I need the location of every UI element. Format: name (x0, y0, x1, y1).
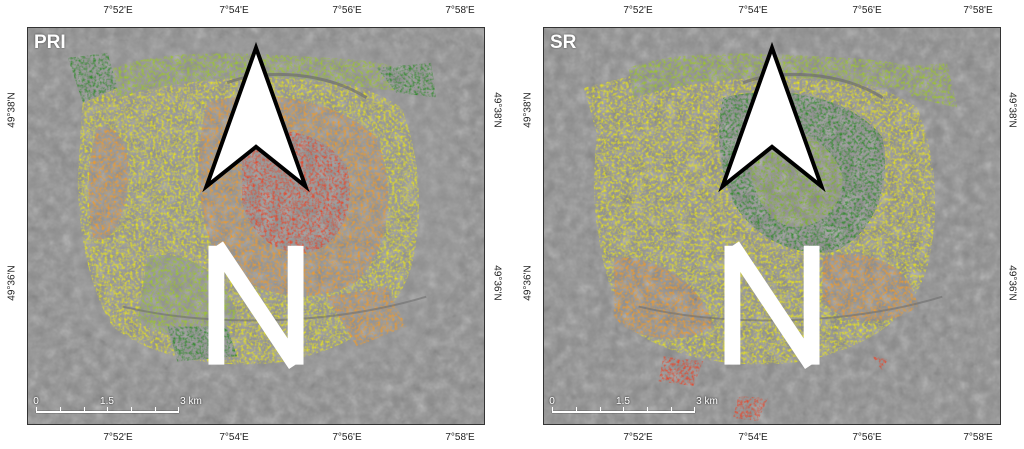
panel-label: SR (550, 32, 577, 53)
pri-raster (28, 28, 484, 424)
map-image-sr: SR 0 1.5 3 km (543, 27, 1001, 425)
scale-label: 0 (33, 396, 39, 407)
top-tick-label: 7°54'E (219, 5, 249, 16)
bottom-tick-label: 7°52'E (103, 432, 133, 443)
left-tick-label: 49°36'N (6, 265, 18, 301)
bottom-tick-label: 7°52'E (623, 432, 653, 443)
scale-label: 1.5 (100, 396, 114, 407)
scale-bar: 0 1.5 3 km (549, 396, 727, 416)
top-tick-label: 7°58'E (963, 5, 993, 16)
left-tick-label: 49°38'N (522, 92, 534, 128)
scale-tick (155, 407, 156, 413)
map-panel-sr: 7°52'E 7°54'E 7°56'E 7°58'E 49°38'N 49°3… (512, 0, 1024, 449)
scale-label: 3 km (696, 396, 718, 407)
scale-label: 1.5 (616, 396, 630, 407)
bottom-tick-label: 7°56'E (852, 432, 882, 443)
bottom-tick-label: 7°54'E (738, 432, 768, 443)
scale-label: 3 km (180, 396, 202, 407)
scale-tick (694, 407, 695, 413)
top-tick-label: 7°56'E (332, 5, 362, 16)
scale-tick (84, 407, 85, 413)
map-image-pri: PRI 0 1.5 3 km (27, 27, 485, 425)
right-tick-label: 49°38'N (491, 92, 503, 128)
scale-tick (60, 407, 61, 413)
top-tick-label: 7°52'E (103, 5, 133, 16)
bottom-tick-label: 7°54'E (219, 432, 249, 443)
top-tick-label: 7°58'E (445, 5, 475, 16)
north-arrow-icon (718, 41, 826, 369)
scale-tick (36, 407, 37, 413)
scale-tick (576, 407, 577, 413)
bottom-tick-label: 7°58'E (445, 432, 475, 443)
scale-tick (552, 407, 553, 413)
left-tick-label: 49°38'N (6, 92, 18, 128)
scale-bar: 0 1.5 3 km (33, 396, 211, 416)
right-tick-label: 49°36'N (491, 265, 503, 301)
scale-tick (600, 407, 601, 413)
left-tick-label: 49°36'N (522, 265, 534, 301)
top-tick-label: 7°54'E (738, 5, 768, 16)
scale-label: 0 (549, 396, 555, 407)
scale-tick (623, 407, 624, 413)
right-tick-label: 49°38'N (1006, 92, 1018, 128)
scale-tick (178, 407, 179, 413)
scale-tick (131, 407, 132, 413)
top-tick-label: 7°52'E (623, 5, 653, 16)
scale-tick (647, 407, 648, 413)
bottom-tick-label: 7°56'E (332, 432, 362, 443)
panel-label: PRI (34, 32, 66, 53)
top-tick-label: 7°56'E (852, 5, 882, 16)
map-panel-pri: 7°52'E 7°54'E 7°56'E 7°58'E 49°38'N 49°3… (6, 5, 503, 443)
scale-tick (107, 407, 108, 413)
bottom-tick-label: 7°58'E (963, 432, 993, 443)
north-arrow-icon (202, 41, 310, 369)
right-tick-label: 49°36'N (1006, 265, 1018, 301)
scale-tick (671, 407, 672, 413)
